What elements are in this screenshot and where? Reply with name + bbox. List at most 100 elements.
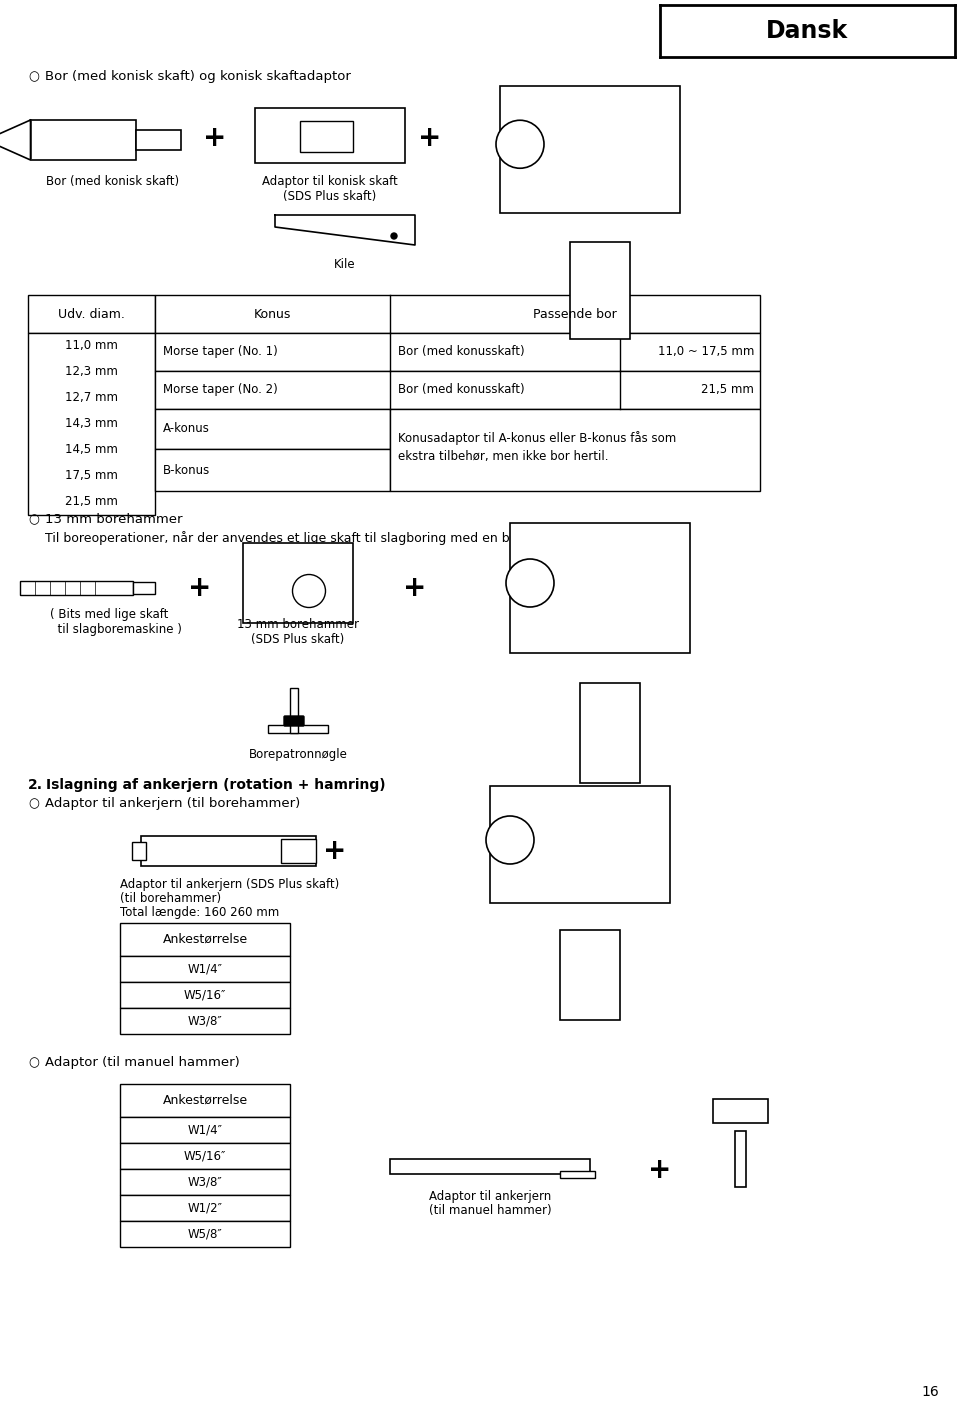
Text: A-konus: A-konus xyxy=(163,423,210,436)
Text: Morse taper (No. 1): Morse taper (No. 1) xyxy=(163,346,277,358)
Bar xyxy=(120,1007,290,1034)
Bar xyxy=(120,1221,290,1248)
Text: W5/16″: W5/16″ xyxy=(183,989,227,1002)
Text: Bor (med konusskaft): Bor (med konusskaft) xyxy=(398,384,524,396)
Bar xyxy=(560,1170,595,1177)
Text: Adaptor (til manuel hammer): Adaptor (til manuel hammer) xyxy=(45,1057,240,1069)
Bar xyxy=(132,583,155,593)
Text: ○: ○ xyxy=(28,70,38,83)
Bar xyxy=(31,119,135,160)
Text: W3/8″: W3/8″ xyxy=(187,1176,223,1189)
Text: +: + xyxy=(188,575,212,601)
Text: +: + xyxy=(324,837,347,865)
Text: W1/2″: W1/2″ xyxy=(187,1201,223,1214)
Text: 12,3 mm: 12,3 mm xyxy=(65,365,118,378)
Text: ○: ○ xyxy=(28,513,38,525)
Text: W5/8″: W5/8″ xyxy=(187,1228,223,1241)
Bar xyxy=(255,108,405,163)
Bar xyxy=(155,409,390,450)
Text: 16: 16 xyxy=(922,1385,939,1399)
Text: til slagboremaskine ): til slagboremaskine ) xyxy=(50,622,181,636)
Text: (til manuel hammer): (til manuel hammer) xyxy=(429,1204,551,1217)
Text: ○: ○ xyxy=(28,1057,38,1069)
Text: Til boreoperationer, når der anvendes et lige skaft til slagboring med en boreha: Til boreoperationer, når der anvendes et… xyxy=(45,531,586,545)
Text: (til borehammer): (til borehammer) xyxy=(120,892,221,905)
Text: Dansk: Dansk xyxy=(766,20,849,44)
Text: Islagning af ankerjern (rotation + hamring): Islagning af ankerjern (rotation + hamri… xyxy=(46,778,386,792)
Text: Bor (med konisk skaft): Bor (med konisk skaft) xyxy=(46,176,180,188)
Text: 13 mm borehammer
(SDS Plus skaft): 13 mm borehammer (SDS Plus skaft) xyxy=(237,618,359,646)
Bar xyxy=(132,842,146,860)
Text: B-konus: B-konus xyxy=(163,464,210,476)
Text: 11,0 mm: 11,0 mm xyxy=(65,340,118,353)
Bar xyxy=(120,1085,290,1117)
Text: Udv. diam.: Udv. diam. xyxy=(58,308,125,320)
Bar xyxy=(120,982,290,1007)
Text: Morse taper (No. 2): Morse taper (No. 2) xyxy=(163,384,277,396)
Text: Ankestørrelse: Ankestørrelse xyxy=(162,933,248,946)
Bar xyxy=(140,836,316,865)
Text: Konusadaptor til A-konus eller B-konus fås som
ekstra tilbehør, men ikke bor her: Konusadaptor til A-konus eller B-konus f… xyxy=(398,431,676,464)
Text: W5/16″: W5/16″ xyxy=(183,1149,227,1162)
Text: 14,3 mm: 14,3 mm xyxy=(65,417,118,430)
Polygon shape xyxy=(0,119,31,160)
Bar xyxy=(28,295,155,333)
Text: Bor (med konusskaft): Bor (med konusskaft) xyxy=(398,346,524,358)
Bar xyxy=(120,1169,290,1196)
Bar xyxy=(120,1196,290,1221)
FancyBboxPatch shape xyxy=(284,717,304,726)
Bar xyxy=(155,333,760,371)
Bar xyxy=(490,785,670,903)
Circle shape xyxy=(496,121,544,169)
Text: Adaptor til ankerjern: Adaptor til ankerjern xyxy=(429,1190,551,1203)
Polygon shape xyxy=(275,215,415,244)
Text: 12,7 mm: 12,7 mm xyxy=(65,392,118,405)
Bar xyxy=(712,1099,767,1123)
Text: 14,5 mm: 14,5 mm xyxy=(65,444,118,457)
Bar xyxy=(560,930,620,1020)
Circle shape xyxy=(506,559,554,607)
Bar xyxy=(390,1159,590,1175)
Text: Passende bor: Passende bor xyxy=(533,308,617,320)
Text: 17,5 mm: 17,5 mm xyxy=(65,469,118,482)
Bar xyxy=(390,409,760,490)
Bar xyxy=(243,542,353,622)
Bar xyxy=(280,839,316,863)
Bar xyxy=(734,1131,746,1187)
Bar xyxy=(500,86,680,212)
Text: +: + xyxy=(204,124,227,152)
Bar xyxy=(120,955,290,982)
Text: W1/4″: W1/4″ xyxy=(187,962,223,975)
Text: Ankestørrelse: Ankestørrelse xyxy=(162,1094,248,1107)
Bar xyxy=(580,683,640,783)
Circle shape xyxy=(293,575,325,607)
Text: 2.: 2. xyxy=(28,778,43,792)
Text: ( Bits med lige skaft: ( Bits med lige skaft xyxy=(50,608,168,621)
Text: 13 mm borehammer: 13 mm borehammer xyxy=(45,513,182,525)
Bar xyxy=(268,725,328,733)
Text: 11,0 ~ 17,5 mm: 11,0 ~ 17,5 mm xyxy=(658,346,754,358)
Text: Adaptor til ankerjern (SDS Plus skaft): Adaptor til ankerjern (SDS Plus skaft) xyxy=(120,878,339,891)
Bar xyxy=(28,333,155,516)
Text: ○: ○ xyxy=(28,797,38,811)
Bar xyxy=(570,242,630,339)
Text: 21,5 mm: 21,5 mm xyxy=(701,384,754,396)
Bar xyxy=(290,688,298,733)
Bar xyxy=(510,523,690,653)
Text: W1/4″: W1/4″ xyxy=(187,1124,223,1137)
Text: 21,5 mm: 21,5 mm xyxy=(65,496,118,509)
Text: Total længde: 160 260 mm: Total længde: 160 260 mm xyxy=(120,906,279,919)
Bar xyxy=(120,1117,290,1144)
Bar xyxy=(135,131,180,150)
Text: Kile: Kile xyxy=(334,259,356,271)
Bar xyxy=(300,121,352,152)
Bar xyxy=(155,450,390,490)
Bar xyxy=(20,582,132,594)
Text: Borepatronnøgle: Borepatronnøgle xyxy=(249,747,348,762)
Bar xyxy=(155,295,760,333)
Text: +: + xyxy=(403,575,426,601)
Text: +: + xyxy=(419,124,442,152)
Bar xyxy=(155,371,760,409)
Text: W3/8″: W3/8″ xyxy=(187,1014,223,1027)
Circle shape xyxy=(486,816,534,864)
